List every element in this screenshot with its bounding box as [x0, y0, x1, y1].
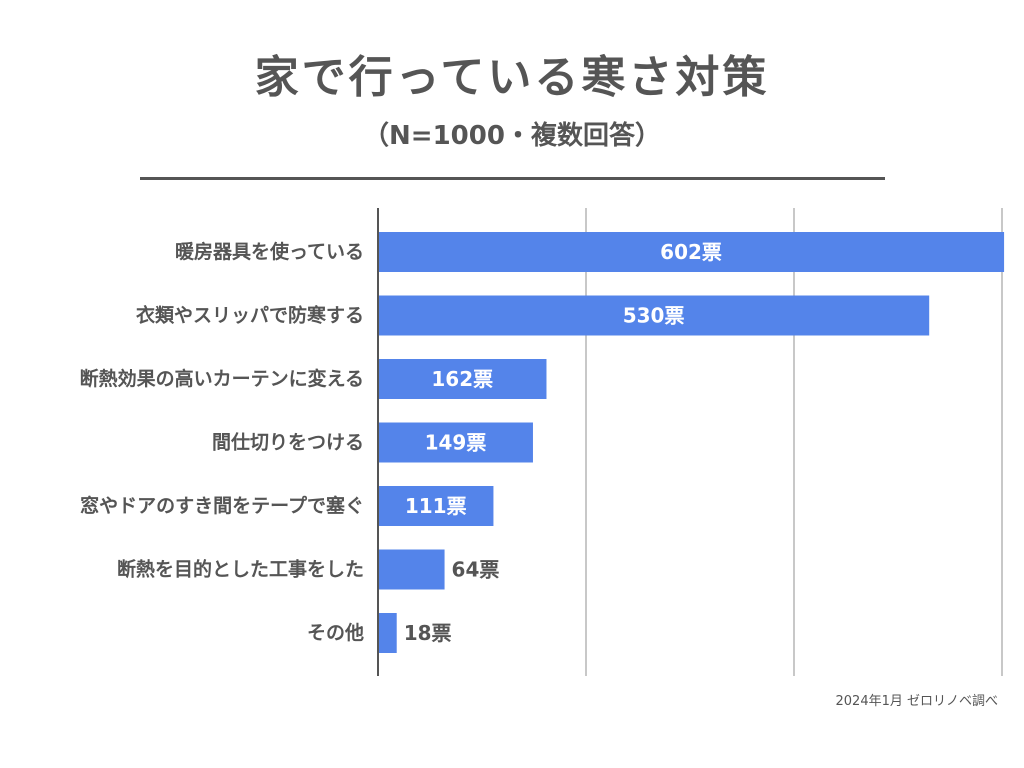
category-label: 間仕切りをつける [212, 431, 364, 454]
category-label: 断熱を目的とした工事をした [117, 558, 364, 581]
bar [378, 359, 547, 399]
bar-value-label: 149票 [425, 431, 487, 455]
source-note: 2024年1月 ゼロリノベ調べ [835, 694, 999, 709]
bar-value-label: 602票 [660, 240, 722, 264]
bar-value-label: 530票 [623, 304, 685, 328]
category-label: 暖房器具を使っている [175, 240, 364, 263]
bar-value-label: 18票 [404, 621, 452, 645]
title-divider [140, 177, 885, 180]
category-label: 窓やドアのすき間をテープで塞ぐ [80, 494, 364, 517]
category-label: 断熱効果の高いカーテンに変える [80, 367, 364, 390]
bar [378, 613, 397, 653]
category-label: その他 [307, 621, 364, 644]
bar [378, 549, 445, 590]
bar [378, 295, 930, 336]
bar-value-label: 162票 [431, 367, 493, 391]
chart-title: 家で行っている寒さ対策 [254, 52, 770, 103]
bar [378, 232, 1005, 272]
chart-subtitle: （N=1000・複数回答） [363, 121, 661, 151]
category-label: 衣類やスリッパで防寒する [136, 304, 364, 327]
bar [378, 422, 533, 463]
bar [378, 486, 494, 526]
bar-value-label: 64票 [452, 558, 500, 582]
bar-value-label: 111票 [405, 494, 467, 518]
